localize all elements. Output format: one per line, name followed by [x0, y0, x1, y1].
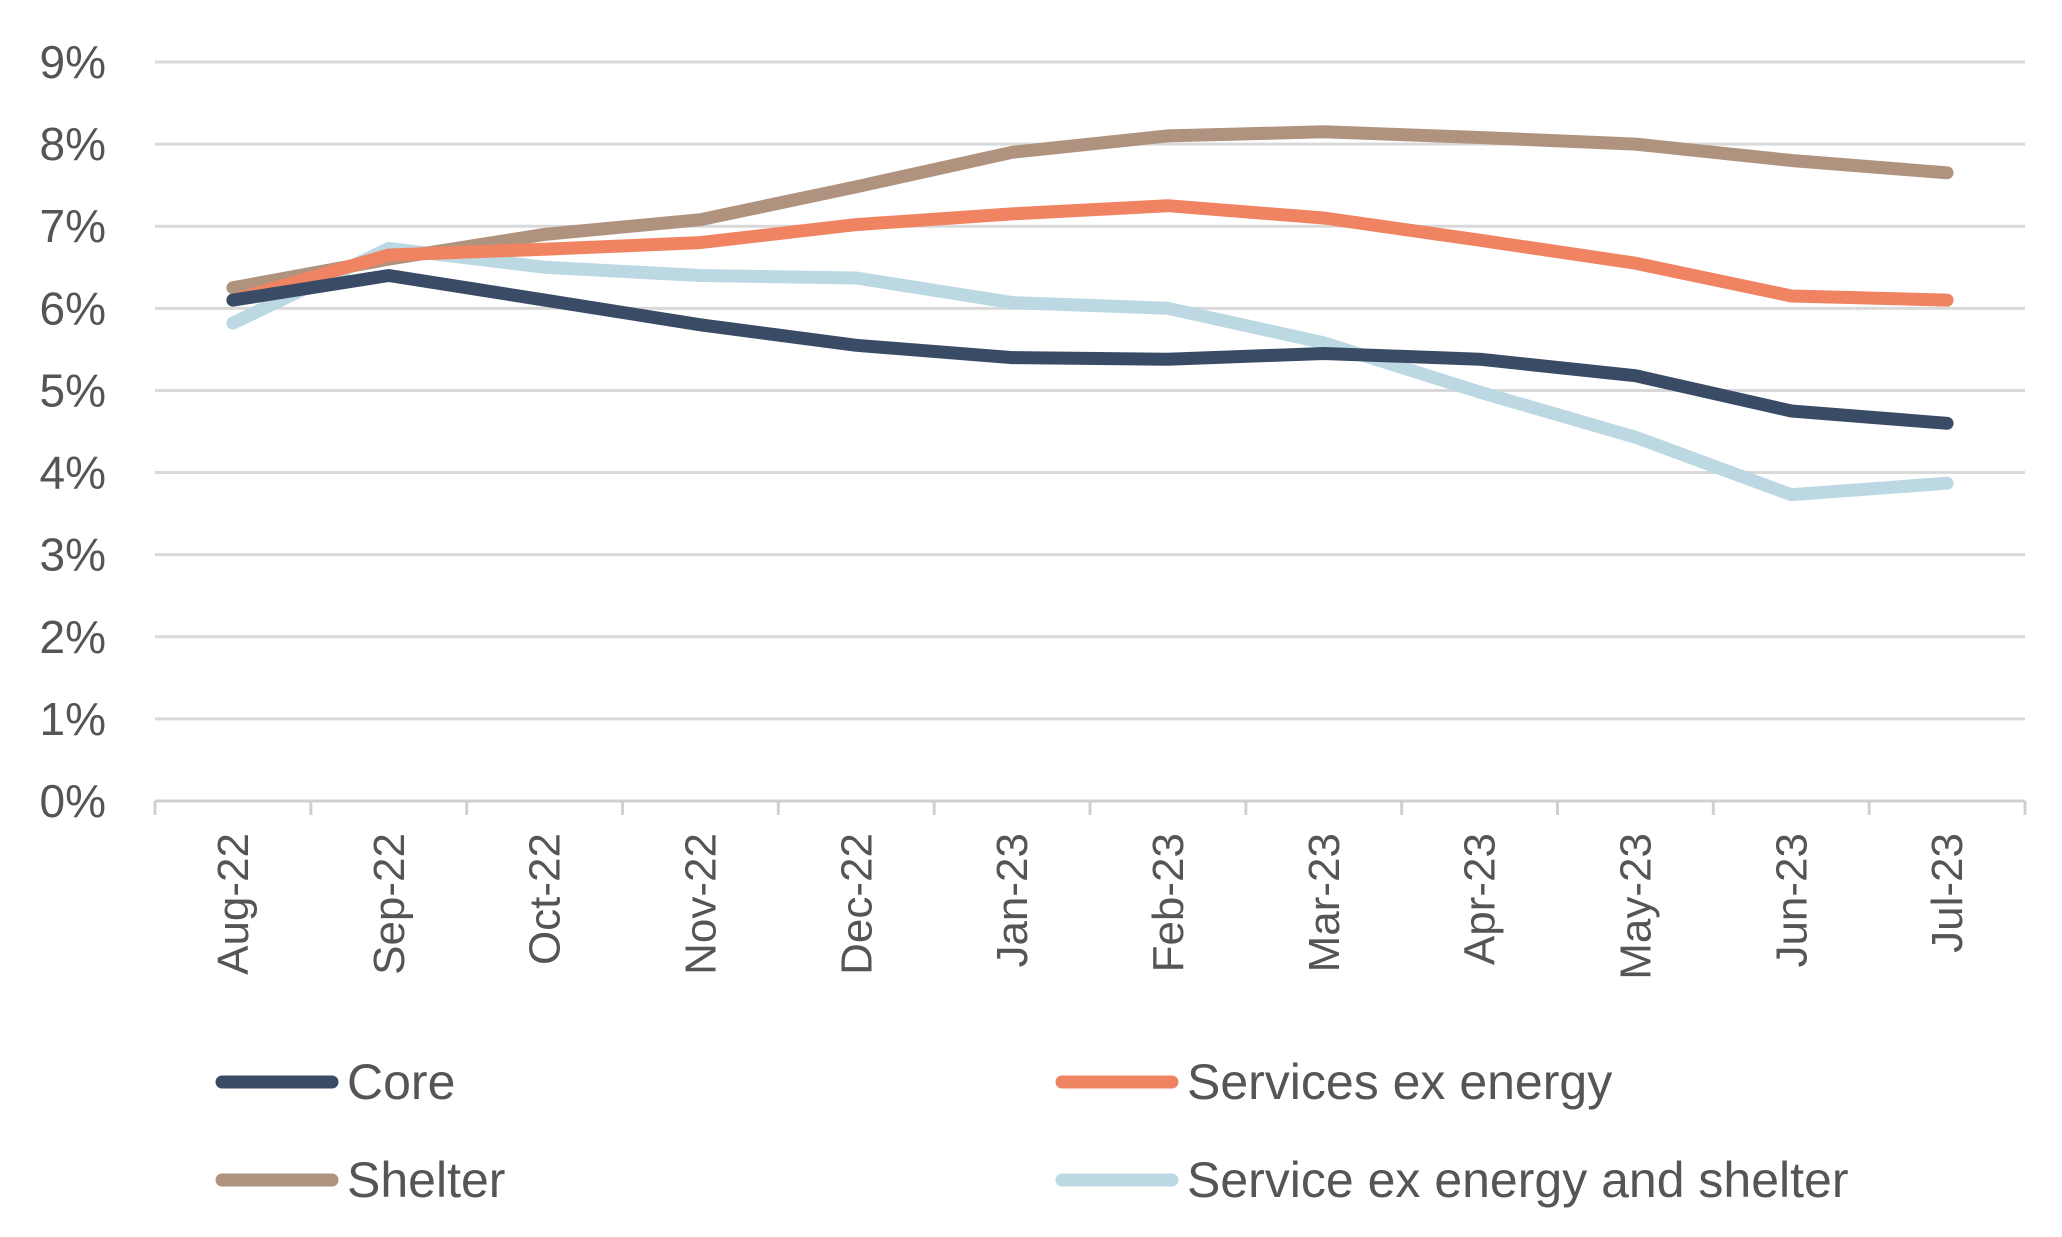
x-tick-label: Feb-23: [1144, 833, 1193, 972]
series-line-shelter: [226, 125, 1954, 295]
y-tick-label: 2%: [40, 611, 106, 663]
x-tick-label: Sep-22: [365, 833, 414, 975]
x-tick-label: Jul-23: [1923, 833, 1972, 953]
y-tick-label: 5%: [40, 364, 106, 416]
x-tick-label: May-23: [1611, 833, 1660, 980]
y-tick-label: 1%: [40, 693, 106, 745]
x-tick-label: Mar-23: [1300, 833, 1349, 972]
x-tick-label: Dec-22: [832, 833, 881, 975]
series-line-core: [226, 269, 1954, 430]
legend: Core Services ex energy Shelter Service ex …: [215, 1054, 1848, 1208]
series-lines: [226, 125, 1954, 502]
x-tick-label: Jan-23: [988, 833, 1037, 968]
x-tick-label: Oct-22: [521, 833, 570, 965]
x-axis: [153, 799, 2027, 815]
y-tick-label: 3%: [40, 529, 106, 581]
legend-item: Services ex energy: [1055, 1054, 1612, 1110]
y-tick-label: 6%: [40, 282, 106, 334]
y-tick-label: 9%: [40, 36, 106, 88]
y-tick-label: 7%: [40, 200, 106, 252]
y-tick-label: 8%: [40, 118, 106, 170]
x-tick-label: Nov-22: [676, 833, 725, 975]
x-tick-label: Apr-23: [1456, 833, 1505, 965]
legend-label: Services ex energy: [1187, 1054, 1612, 1110]
legend-item: Service ex energy and shelter: [1055, 1152, 1848, 1208]
legend-label: Shelter: [347, 1152, 505, 1208]
y-tick-label: 4%: [40, 447, 106, 499]
y-tick-label: 0%: [40, 775, 106, 827]
x-axis-tick-labels: Aug-22 Sep-22 Oct-22 Nov-22 Dec-22 Jan-23 Feb-…: [209, 833, 1972, 980]
legend-item: Core: [215, 1054, 455, 1110]
series-line-service-ex-energy-and-shelter: [226, 241, 1954, 502]
legend-item: Shelter: [215, 1152, 505, 1208]
legend-label: Core: [347, 1054, 455, 1110]
x-tick-label: Jun-23: [1767, 833, 1816, 968]
x-tick-label: Aug-22: [209, 833, 258, 975]
legend-label: Service ex energy and shelter: [1187, 1152, 1848, 1208]
series-line-services-ex-energy: [226, 199, 1954, 307]
y-axis-tick-labels: 0% 1% 2% 3% 4% 5% 6% 7% 8% 9%: [40, 36, 106, 827]
